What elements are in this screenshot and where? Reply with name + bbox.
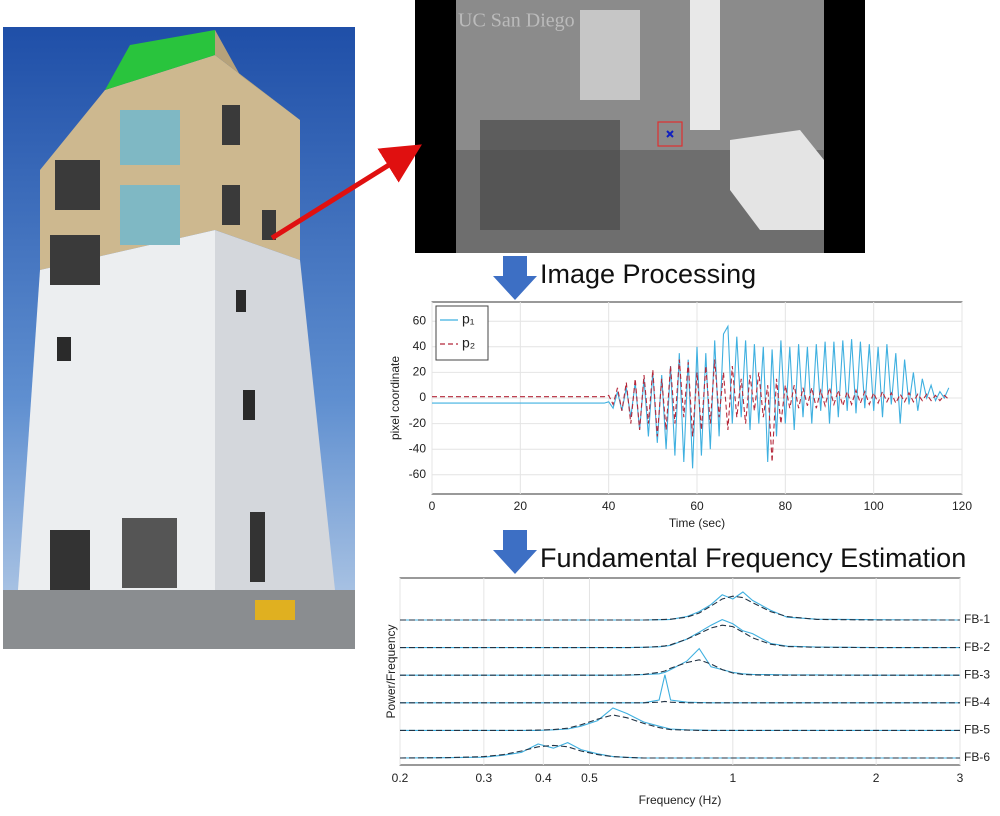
- legend-box: [435, 305, 489, 361]
- fit-line: [400, 595, 960, 621]
- x-axis-label: Time (sec): [669, 516, 725, 530]
- y-tick-label: 20: [413, 365, 427, 379]
- x-tick-label: 0.4: [535, 771, 552, 785]
- camera-frame: UC San Diego: [415, 0, 865, 253]
- y-tick-label: 0: [419, 390, 426, 404]
- plot-area: [399, 577, 961, 766]
- x-tick-label: 0: [429, 499, 436, 513]
- fit-line: [399, 744, 960, 759]
- x-tick-label: 3: [957, 771, 964, 785]
- down-arrow: [493, 530, 537, 574]
- camera-watermark: UC San Diego: [458, 10, 575, 32]
- series-label: FB-6: [964, 750, 990, 764]
- down-arrow: [493, 256, 537, 300]
- step-label: Image Processing: [540, 259, 756, 289]
- x-tick-label: 0.5: [581, 771, 598, 785]
- series-line: [432, 324, 950, 469]
- x-tick-label: 40: [602, 499, 616, 513]
- x-tick-label: 60: [690, 499, 704, 513]
- series-label: FB-5: [964, 723, 990, 737]
- y-axis-label: pixel coordinate: [388, 356, 402, 440]
- y-tick-label: 60: [413, 313, 427, 327]
- fit-line: [400, 700, 960, 704]
- y-tick-label: -20: [409, 416, 427, 430]
- building-photo: [3, 27, 355, 649]
- fit-line: [400, 714, 960, 731]
- legend-label: p₁: [462, 311, 475, 327]
- x-tick-label: 100: [864, 499, 884, 513]
- series-label: FB-3: [964, 667, 990, 681]
- step-label: Fundamental Frequency Estimation: [540, 543, 966, 573]
- series-label: FB-1: [964, 612, 990, 626]
- y-tick-label: 40: [413, 339, 427, 353]
- fit-line: [400, 624, 960, 649]
- x-tick-label: 2: [873, 771, 880, 785]
- x-tick-label: 20: [514, 499, 528, 513]
- x-axis-label: Frequency (Hz): [639, 793, 722, 807]
- fit-line: [400, 659, 960, 676]
- x-tick-label: 80: [779, 499, 793, 513]
- x-tick-label: 0.3: [476, 771, 493, 785]
- y-tick-label: -60: [409, 467, 427, 481]
- series-label: FB-4: [964, 695, 990, 709]
- y-axis-label: Power/Frequency: [384, 624, 398, 718]
- red-arrow: [270, 144, 422, 241]
- x-tick-label: 0.2: [392, 771, 409, 785]
- y-tick-label: -40: [409, 441, 427, 455]
- series-label: FB-2: [964, 640, 990, 654]
- legend-label: p₂: [462, 335, 475, 351]
- x-tick-label: 120: [952, 499, 972, 513]
- x-tick-label: 1: [729, 771, 736, 785]
